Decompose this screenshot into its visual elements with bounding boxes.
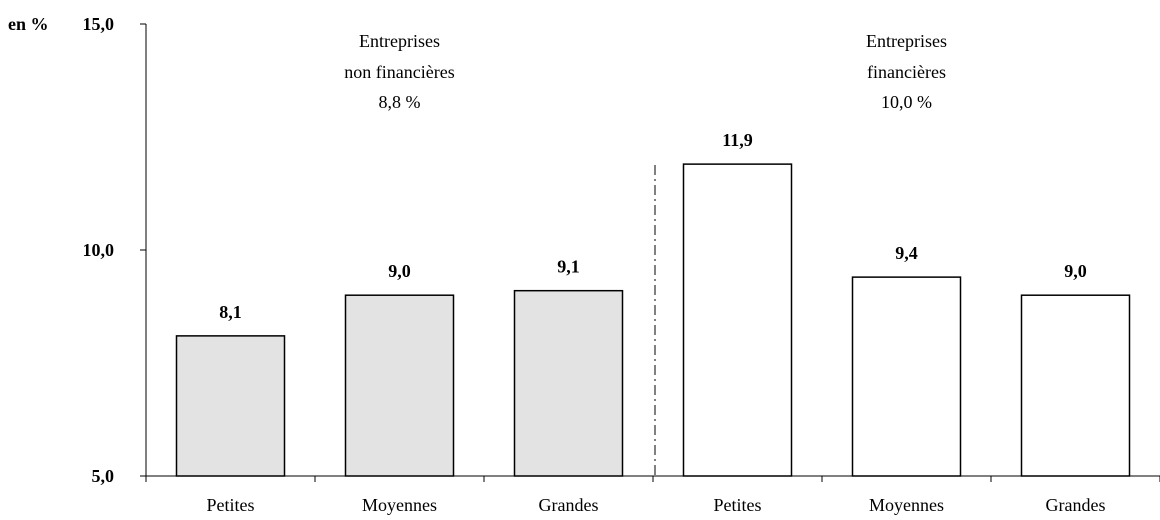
group-label-line: Entreprises (359, 31, 440, 51)
data-label: 11,9 (722, 130, 753, 150)
group-label-line: 10,0 % (881, 92, 932, 112)
bar-1 (175, 335, 286, 477)
category-label: Grandes (539, 495, 599, 515)
category-label: Petites (207, 495, 255, 515)
bar-3 (513, 289, 624, 477)
group-label-line: Entreprises (866, 31, 947, 51)
bar-5 (851, 276, 962, 477)
group-label-line: non financières (344, 62, 454, 82)
data-label: 9,4 (895, 243, 918, 263)
group-label-line: financières (867, 62, 946, 82)
category-label: Petites (714, 495, 762, 515)
group-labels: Entreprises non financières 8,8 % Entrepris… (344, 31, 947, 112)
data-label: 9,1 (557, 257, 580, 277)
data-labels: 8,1 9,0 9,1 11,9 9,4 9,0 (219, 130, 1087, 322)
x-axis-ticks (145, 476, 1160, 482)
data-label: 8,1 (219, 302, 242, 322)
category-label: Moyennes (362, 495, 437, 515)
bars (175, 163, 1131, 477)
data-label: 9,0 (388, 261, 411, 281)
group-label-line: 8,8 % (379, 92, 421, 112)
category-labels: Petites Moyennes Grandes Petites Moyennes Gra… (207, 495, 1106, 515)
y-axis-ticks: 5,0 10,0 15,0 (83, 14, 146, 486)
y-tick-label: 15,0 (83, 14, 115, 34)
y-tick-label: 10,0 (83, 240, 115, 260)
bar-2 (344, 294, 455, 477)
bar-4 (682, 163, 793, 477)
y-axis-unit-label: en % (8, 14, 49, 34)
data-label: 9,0 (1064, 261, 1087, 281)
bar-6 (1020, 294, 1131, 477)
category-label: Moyennes (869, 495, 944, 515)
y-tick-label: 5,0 (92, 466, 115, 486)
category-label: Grandes (1046, 495, 1106, 515)
